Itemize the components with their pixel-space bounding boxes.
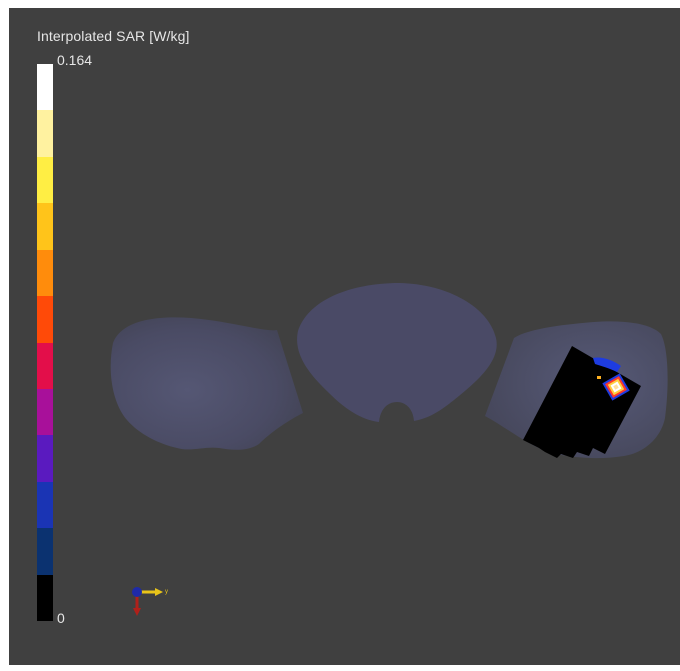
sar-hotspot [602, 373, 630, 401]
colorbar-swatch [37, 296, 53, 343]
tissue-left-lobe [110, 317, 303, 450]
colorbar-swatch [37, 249, 53, 297]
colorbar-swatch [37, 435, 53, 482]
colorbar-min-label: 0 [57, 610, 65, 626]
colorbar-swatch [37, 203, 53, 250]
colorbar-swatch [37, 388, 53, 436]
y-axis-arrowhead [155, 588, 163, 596]
colorbar [37, 64, 53, 622]
tissue-center-lobe [297, 283, 497, 422]
sar-low-fringe [593, 357, 621, 372]
y-axis-label: y [165, 589, 168, 595]
sar-scene[interactable] [9, 8, 680, 665]
z-axis-arrowhead [133, 608, 141, 616]
x-axis-dot [132, 587, 142, 597]
legend-title: Interpolated SAR [W/kg] [37, 28, 190, 44]
colorbar-swatch [37, 110, 53, 157]
sar-exposure-region [523, 346, 641, 458]
colorbar-swatch [37, 64, 53, 111]
3d-viewport[interactable]: Interpolated SAR [W/kg] 0.164 0 [9, 8, 680, 665]
colorbar-swatch [37, 528, 53, 575]
sar-hotspot-small [597, 376, 601, 379]
colorbar-max-label: 0.164 [57, 52, 93, 68]
colorbar-swatch [37, 574, 53, 622]
colorbar-swatch [37, 342, 53, 389]
colorbar-swatch [37, 156, 53, 204]
colorbar-swatch [37, 481, 53, 529]
orientation-axes[interactable]: y [127, 580, 177, 620]
